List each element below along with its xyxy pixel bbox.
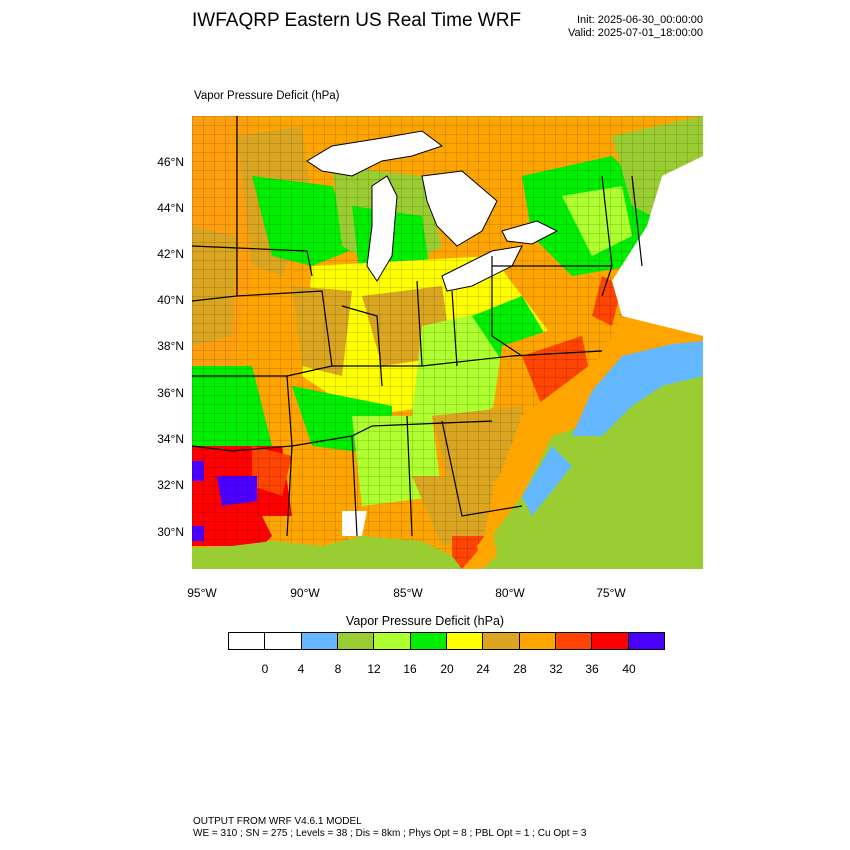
map-variable-label: Vapor Pressure Deficit (hPa) bbox=[194, 90, 340, 102]
lake-superior bbox=[306, 130, 444, 177]
colorbar-tick: 36 bbox=[585, 662, 599, 676]
lon-label-90: 90°W bbox=[290, 586, 320, 600]
run-times: Init: 2025-06-30_00:00:00 Valid: 2025-07… bbox=[568, 14, 703, 40]
model-footer: OUTPUT FROM WRF V4.6.1 MODEL WE = 310 ; … bbox=[193, 816, 586, 840]
colorbar-tick: 16 bbox=[403, 662, 417, 676]
colorbar-box bbox=[374, 633, 411, 649]
lake-huron bbox=[421, 170, 498, 247]
colorbar-box bbox=[229, 633, 266, 649]
atlantic-white-area bbox=[612, 156, 703, 336]
lat-label-34: 34°N bbox=[157, 432, 184, 446]
colorbar-title: Vapor Pressure Deficit (hPa) bbox=[345, 614, 505, 628]
colorbar-tick: 40 bbox=[622, 662, 636, 676]
lat-label-44: 44°N bbox=[157, 201, 184, 215]
state-boundaries bbox=[192, 116, 643, 537]
colorbar-tick: 0 bbox=[261, 662, 269, 676]
lake-ontario bbox=[501, 220, 559, 245]
valid-time: Valid: 2025-07-01_18:00:00 bbox=[568, 27, 703, 39]
ocean-low-area bbox=[592, 341, 703, 406]
lat-label-30: 30°N bbox=[157, 525, 184, 539]
lon-label-75: 75°W bbox=[596, 586, 626, 600]
init-time: Init: 2025-06-30_00:00:00 bbox=[577, 14, 703, 26]
colorbar-tick: 24 bbox=[476, 662, 490, 676]
lat-label-38: 38°N bbox=[157, 339, 184, 353]
colorbar-tick: 28 bbox=[513, 662, 527, 676]
gulf-area bbox=[192, 536, 462, 569]
lake-michigan bbox=[366, 175, 398, 282]
colorbar-tick: 12 bbox=[367, 662, 381, 676]
lat-label-42: 42°N bbox=[157, 247, 184, 261]
lat-label-46: 46°N bbox=[157, 155, 184, 169]
footer-line-2: WE = 310 ; SN = 275 ; Levels = 38 ; Dis … bbox=[193, 828, 587, 839]
lon-label-80: 80°W bbox=[495, 586, 525, 600]
colorbar-box bbox=[337, 633, 375, 649]
colorbar-box bbox=[446, 633, 484, 649]
colorbar-box bbox=[301, 633, 338, 649]
lat-label-32: 32°N bbox=[157, 478, 184, 492]
colorbar-box bbox=[410, 633, 447, 649]
colorbar-tick: 20 bbox=[440, 662, 454, 676]
colorbar-box bbox=[555, 633, 593, 649]
ocean-area bbox=[482, 346, 703, 569]
footer-line-1: OUTPUT FROM WRF V4.6.1 MODEL bbox=[193, 816, 362, 827]
figure-title: IWFAQRP Eastern US Real Time WRF bbox=[192, 10, 522, 31]
lon-label-85: 85°W bbox=[393, 586, 423, 600]
colorbar bbox=[228, 632, 665, 650]
colorbar-box bbox=[592, 633, 629, 649]
vpd-map bbox=[192, 116, 703, 569]
colorbar-tick: 32 bbox=[549, 662, 563, 676]
colorbar-box bbox=[519, 633, 556, 649]
colorbar-box bbox=[483, 633, 520, 649]
colorbar-box bbox=[265, 633, 302, 649]
lat-label-40: 40°N bbox=[157, 293, 184, 307]
colorbar-tick: 4 bbox=[297, 662, 305, 676]
lon-label-95: 95°W bbox=[187, 586, 217, 600]
colorbar-tick: 8 bbox=[334, 662, 342, 676]
lat-label-36: 36°N bbox=[157, 386, 184, 400]
colorbar-box bbox=[628, 633, 664, 649]
map-canvas bbox=[192, 116, 703, 569]
